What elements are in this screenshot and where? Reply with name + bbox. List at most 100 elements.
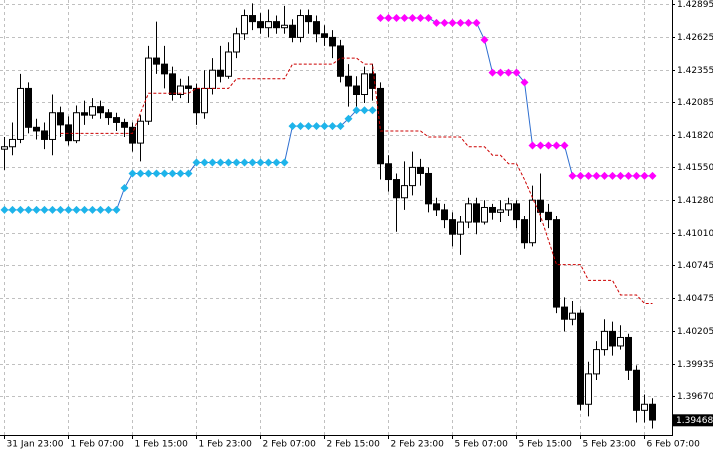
candle-body	[81, 112, 88, 116]
y-tick-label: 1.42625	[677, 33, 713, 43]
candle-body	[225, 51, 232, 77]
candle-body	[497, 209, 504, 213]
diamond-marker	[232, 158, 241, 167]
diamond-marker	[328, 122, 337, 131]
diamond-marker	[168, 169, 177, 178]
candle-body	[329, 36, 336, 47]
diamond-marker	[112, 205, 121, 214]
x-tick-label: 2 Feb 23:00	[391, 440, 445, 450]
x-tick-label: 6 Feb 07:00	[647, 440, 701, 450]
diamond-marker	[456, 18, 465, 27]
diamond-marker	[208, 158, 217, 167]
x-tick-label: 5 Feb 23:00	[583, 440, 637, 450]
candle-body	[137, 120, 144, 144]
diamond-marker	[56, 205, 65, 214]
y-tick-label: 1.41010	[677, 229, 713, 239]
diamond-marker	[640, 171, 649, 180]
candle-body	[129, 126, 136, 144]
candle-body	[321, 33, 328, 38]
candle-body	[617, 336, 624, 347]
diamond-marker	[552, 141, 561, 150]
diamond-marker	[312, 122, 321, 131]
candle-body	[513, 203, 520, 221]
y-tick-label: 1.40475	[677, 294, 713, 304]
candle-body	[233, 33, 240, 53]
candle-body	[401, 185, 408, 199]
candle-body	[65, 124, 72, 142]
y-tick-label: 1.40745	[677, 261, 713, 271]
candle-body	[489, 206, 496, 213]
diamond-marker	[272, 158, 281, 167]
candle-body	[249, 15, 256, 23]
candle-body	[649, 403, 656, 421]
diamond-marker	[24, 205, 33, 214]
candle-body	[337, 45, 344, 77]
diamond-marker	[368, 106, 377, 115]
candle-body	[569, 312, 576, 320]
diamond-marker	[224, 158, 233, 167]
candle-body	[289, 24, 296, 38]
candle-body	[385, 163, 392, 181]
diamond-marker	[592, 171, 601, 180]
diamond-marker	[560, 141, 569, 150]
diamond-marker	[408, 13, 417, 22]
candle-body	[465, 203, 472, 223]
diamond-marker	[136, 169, 145, 178]
candle-body	[297, 15, 304, 38]
diamond-marker	[360, 106, 369, 115]
candle-body	[177, 85, 184, 96]
diamond-marker	[472, 18, 481, 27]
diamond-marker	[8, 205, 17, 214]
diamond-marker	[88, 205, 97, 214]
x-tick-label: 1 Feb 07:00	[71, 440, 125, 450]
candle-body	[57, 112, 64, 126]
diamond-marker	[216, 158, 225, 167]
candle-body	[457, 221, 464, 235]
candle-body	[9, 138, 16, 148]
diamond-marker	[576, 171, 585, 180]
candle-body	[97, 106, 104, 114]
candle-body	[577, 312, 584, 405]
candle-body	[425, 172, 432, 205]
candle-body	[89, 106, 96, 116]
diamond-marker	[184, 169, 193, 178]
diamond-marker	[600, 171, 609, 180]
diamond-marker	[344, 114, 353, 123]
diamond-marker	[264, 158, 273, 167]
candle-body	[521, 219, 528, 244]
diamond-marker	[424, 13, 433, 22]
diamond-marker	[48, 205, 57, 214]
candle-body	[505, 203, 512, 211]
candle-body	[281, 24, 288, 29]
candle-body	[377, 87, 384, 165]
candle-body	[409, 166, 416, 187]
candle-body	[369, 73, 376, 89]
diamond-marker	[152, 169, 161, 178]
diamond-marker	[280, 158, 289, 167]
diamond-marker	[608, 171, 617, 180]
candle-body	[185, 85, 192, 89]
diamond-marker	[512, 68, 521, 77]
diamond-marker	[256, 158, 265, 167]
candle-body	[537, 199, 544, 213]
candle-body	[345, 75, 352, 87]
candle-body	[241, 15, 248, 35]
candle-body	[449, 219, 456, 235]
diamond-marker	[648, 171, 657, 180]
diamond-marker	[584, 171, 593, 180]
candle-body	[33, 126, 40, 132]
diamond-marker	[296, 122, 305, 131]
diamond-marker	[128, 169, 137, 178]
diamond-marker	[72, 205, 81, 214]
diamond-marker	[64, 205, 73, 214]
x-tick-label: 5 Feb 15:00	[519, 440, 573, 450]
y-tick-label: 1.40205	[677, 327, 713, 337]
candle-body	[257, 21, 264, 29]
candle-body	[273, 21, 280, 29]
diamond-marker	[416, 13, 425, 22]
candle-body	[113, 117, 120, 123]
candle-body	[545, 211, 552, 221]
diamond-marker	[440, 18, 449, 27]
